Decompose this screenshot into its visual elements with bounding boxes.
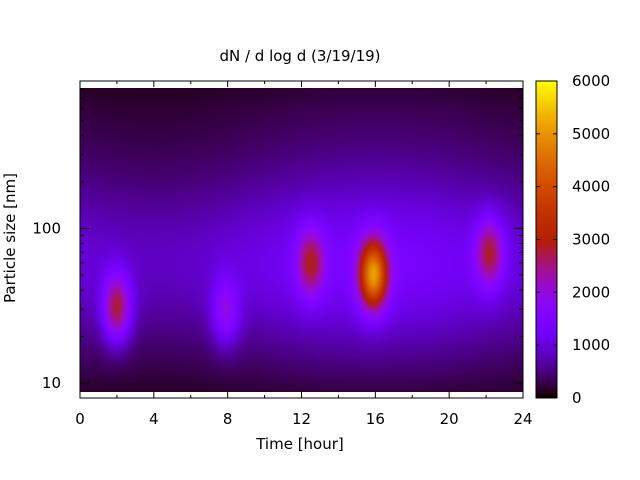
colorbar-tick-label: 4000 (572, 178, 610, 196)
colorbar-tick-label: 1000 (572, 336, 610, 354)
plot-frame (79, 80, 524, 399)
x-tick-label: 16 (366, 410, 385, 428)
x-tick-label: 24 (513, 410, 532, 428)
y-tick-label: 100 (32, 219, 61, 237)
colorbar-image (536, 81, 557, 398)
x-tick-label: 8 (223, 410, 233, 428)
y-tick-label: 10 (42, 374, 61, 392)
colorbar-tick-label: 5000 (572, 125, 610, 143)
x-tick-label: 0 (75, 410, 85, 428)
y-axis-label: Particle size [nm] (1, 173, 19, 303)
x-tick-label: 12 (292, 410, 311, 428)
x-axis-ticks: 0 4 8 12 16 20 24 (75, 81, 533, 428)
colorbar-tick-label: 0 (572, 389, 582, 407)
colorbar-tick-label: 2000 (572, 283, 610, 301)
heatmap-image (80, 88, 523, 392)
chart-title: dN / d log d (3/19/19) (219, 47, 380, 65)
x-tick-label: 20 (440, 410, 459, 428)
colorbar-tick-label: 6000 (572, 72, 610, 90)
x-tick-label: 4 (149, 410, 159, 428)
x-axis-label: Time [hour] (255, 435, 344, 453)
y-axis-ticks: 10 100 (32, 88, 523, 392)
colorbar-tick-label: 3000 (572, 231, 610, 249)
colorbar-ticks: 0 1000 2000 3000 4000 5000 6000 (536, 72, 610, 407)
